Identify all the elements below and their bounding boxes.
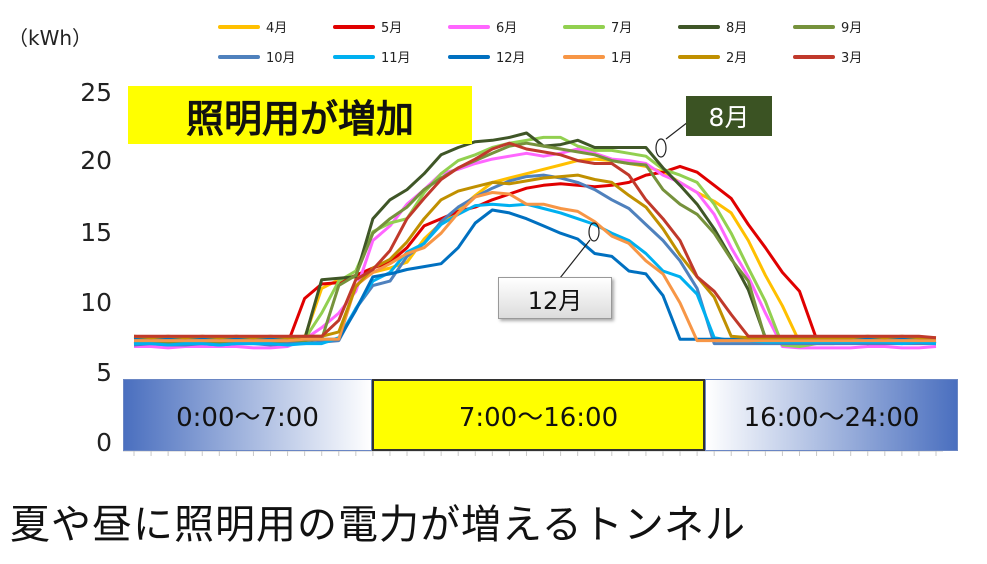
series-line: [133, 173, 936, 347]
y-tick-label: 25: [80, 78, 112, 107]
legend-swatch: [563, 24, 605, 29]
caption: 夏や昼に照明用の電力が増えるトンネル: [10, 502, 746, 548]
legend-swatch: [333, 54, 375, 59]
time-band-night: 0:00～7:00: [123, 379, 372, 451]
legend-item: 10月: [218, 47, 296, 66]
x-axis-ticks: [133, 451, 937, 456]
dec-callout-label: 12月: [498, 277, 612, 319]
legend-label: 1月: [611, 51, 633, 66]
aug-callout-label: 8月: [686, 96, 772, 136]
legend-swatch: [448, 54, 490, 59]
aug-pointer-line: [665, 121, 689, 140]
legend-label: 5月: [381, 21, 403, 36]
series-line: [134, 141, 937, 340]
legend-swatch: [678, 54, 720, 59]
legend-label: 3月: [841, 51, 863, 66]
legend-swatch: [218, 24, 260, 29]
legend-item: 1月: [563, 47, 632, 66]
aug-marker: [655, 138, 667, 158]
legend-label: 12月: [496, 51, 526, 66]
chart-legend: 4月 5月 6月 7月 8月 9月 10月 11月 12月 1月 2月 3月: [218, 14, 918, 74]
series-lines: [133, 131, 937, 350]
legend-swatch: [793, 54, 835, 59]
dec-marker: [588, 222, 600, 242]
legend-label: 6月: [496, 21, 518, 36]
legend-label: 10月: [266, 51, 296, 66]
time-band-evening: 16:00～24:00: [705, 379, 958, 451]
legend-item: 11月: [333, 47, 411, 66]
legend-swatch: [448, 24, 490, 29]
legend-label: 8月: [726, 21, 748, 36]
callout-pointers: [559, 121, 689, 279]
y-axis-unit-label: （kWh）: [8, 26, 93, 50]
legend-item: 8月: [678, 17, 747, 36]
legend-swatch: [793, 24, 835, 29]
y-tick-label: 20: [80, 146, 112, 175]
legend-item: 2月: [678, 47, 747, 66]
legend-label: 7月: [611, 21, 633, 36]
y-tick-label: 0: [96, 428, 112, 457]
y-tick-label: 10: [80, 288, 112, 317]
legend-item: 7月: [563, 17, 632, 36]
series-line: [134, 208, 936, 341]
legend-swatch: [678, 24, 720, 29]
legend-swatch: [333, 24, 375, 29]
series-line: [134, 147, 937, 350]
legend-swatch: [563, 54, 605, 59]
legend-label: 11月: [381, 51, 411, 66]
y-tick-label: 5: [96, 358, 112, 387]
legend-swatch: [218, 54, 260, 59]
y-tick-label: 15: [80, 218, 112, 247]
dec-pointer-line: [559, 239, 591, 279]
legend-item: 5月: [333, 17, 402, 36]
series-line: [134, 202, 937, 347]
legend-item: 12月: [448, 47, 526, 66]
legend-item: 4月: [218, 17, 287, 36]
time-band-day: 7:00～16:00: [372, 379, 705, 451]
title-callout: 照明用が増加: [128, 86, 472, 144]
series-line: [134, 191, 936, 343]
legend-item: 3月: [793, 47, 862, 66]
legend-label: 2月: [726, 51, 748, 66]
legend-label: 9月: [841, 21, 863, 36]
legend-item: 6月: [448, 17, 517, 36]
legend-item: 9月: [793, 17, 862, 36]
legend-label: 4月: [266, 21, 288, 36]
